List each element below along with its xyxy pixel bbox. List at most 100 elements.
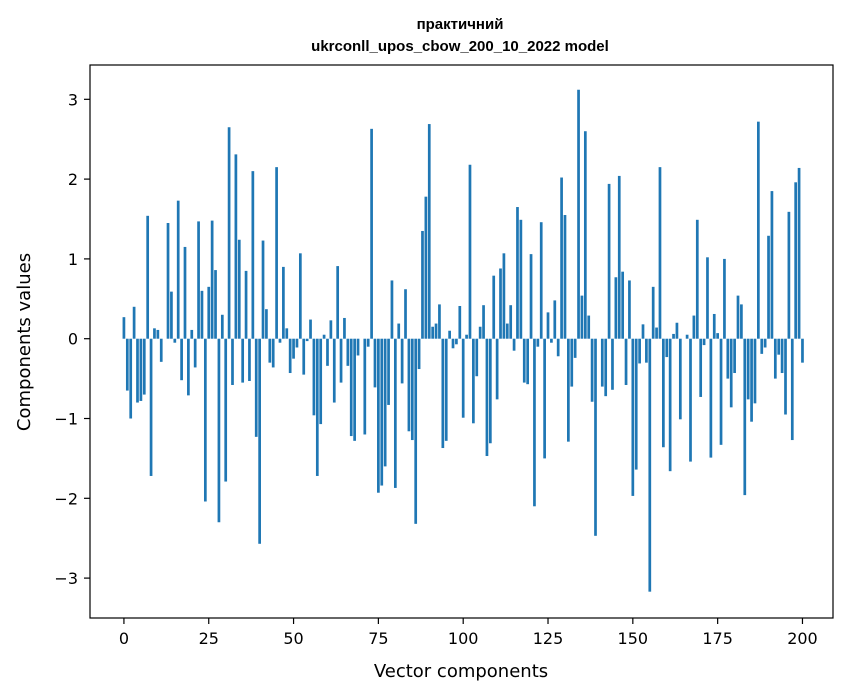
bar [370, 128, 373, 339]
bar [248, 338, 251, 381]
bar [753, 338, 757, 404]
chart-title-line-2: ukrconll_upos_cbow_200_10_2022 model [311, 38, 609, 55]
bar [536, 338, 540, 347]
y-tick-label: 1 [68, 250, 78, 269]
bar [770, 191, 774, 339]
bar [431, 326, 435, 339]
bar [292, 338, 295, 359]
bar [740, 304, 743, 339]
bar [295, 338, 299, 348]
bar [624, 338, 628, 385]
bar [560, 177, 563, 339]
bar [699, 338, 703, 397]
bar [176, 200, 180, 339]
y-axis-label: Components values [14, 253, 35, 431]
bar [207, 286, 211, 339]
bar [787, 211, 791, 339]
bar [434, 323, 438, 339]
bar [509, 305, 513, 339]
bar [387, 338, 390, 405]
bar [519, 219, 523, 339]
bar [573, 338, 577, 358]
x-tick-label: 200 [787, 629, 818, 648]
bar [512, 338, 516, 351]
bar [760, 338, 764, 354]
bar [400, 338, 404, 384]
bar [648, 338, 652, 592]
bar [203, 338, 207, 502]
bar [723, 258, 726, 339]
bar [651, 286, 655, 339]
bar [478, 326, 482, 339]
bar [251, 171, 255, 339]
bar [261, 240, 265, 339]
bar [410, 338, 414, 441]
bar [488, 338, 492, 444]
bar [502, 253, 506, 339]
bar [733, 338, 736, 374]
bar [675, 322, 679, 339]
bar [183, 246, 187, 339]
x-tick-label: 50 [283, 629, 303, 648]
bar [139, 338, 143, 401]
bar [319, 338, 323, 425]
bar [719, 338, 723, 445]
bar [414, 338, 418, 524]
bar [393, 338, 397, 488]
bar [746, 338, 750, 400]
bar [278, 338, 282, 343]
bar [689, 338, 692, 462]
bar [550, 338, 553, 343]
bar [702, 338, 706, 346]
bar [583, 131, 587, 339]
bar [142, 338, 146, 395]
bar [220, 314, 224, 339]
bar [214, 270, 217, 339]
x-tick-label: 175 [702, 629, 733, 648]
bar [767, 235, 770, 339]
bar [645, 338, 648, 363]
bar [757, 121, 760, 339]
bar [200, 290, 204, 339]
bar [563, 215, 567, 339]
bar [777, 338, 781, 355]
y-axis-ticks: −3 −2 −1 0 1 2 3 [54, 90, 90, 588]
bar [180, 338, 183, 381]
bar [244, 270, 248, 339]
bar [444, 338, 448, 441]
bar [668, 338, 672, 472]
bar [533, 338, 536, 507]
x-tick-label: 75 [368, 629, 388, 648]
bar [353, 338, 356, 441]
bar [801, 338, 804, 363]
bar [590, 338, 594, 402]
bar [743, 338, 747, 496]
bar [332, 338, 336, 403]
bar [312, 338, 316, 416]
bar [580, 295, 584, 339]
bar [149, 338, 153, 476]
bar [685, 334, 689, 339]
bar [468, 164, 472, 339]
bar [129, 338, 133, 419]
bar [712, 313, 716, 339]
x-tick-label: 100 [448, 629, 479, 648]
bar [672, 333, 675, 339]
bar [505, 323, 509, 339]
bar [224, 338, 228, 482]
x-tick-label: 150 [618, 629, 649, 648]
bar [485, 338, 489, 457]
bar [339, 338, 343, 383]
bar [736, 295, 740, 339]
bar [634, 338, 638, 470]
bar [594, 338, 597, 536]
bar [377, 338, 380, 493]
bar [288, 338, 292, 374]
bar [125, 338, 129, 391]
bar [282, 266, 285, 339]
bar [258, 338, 261, 544]
plot-area [90, 65, 833, 618]
bar [526, 338, 530, 385]
bar [424, 196, 428, 339]
